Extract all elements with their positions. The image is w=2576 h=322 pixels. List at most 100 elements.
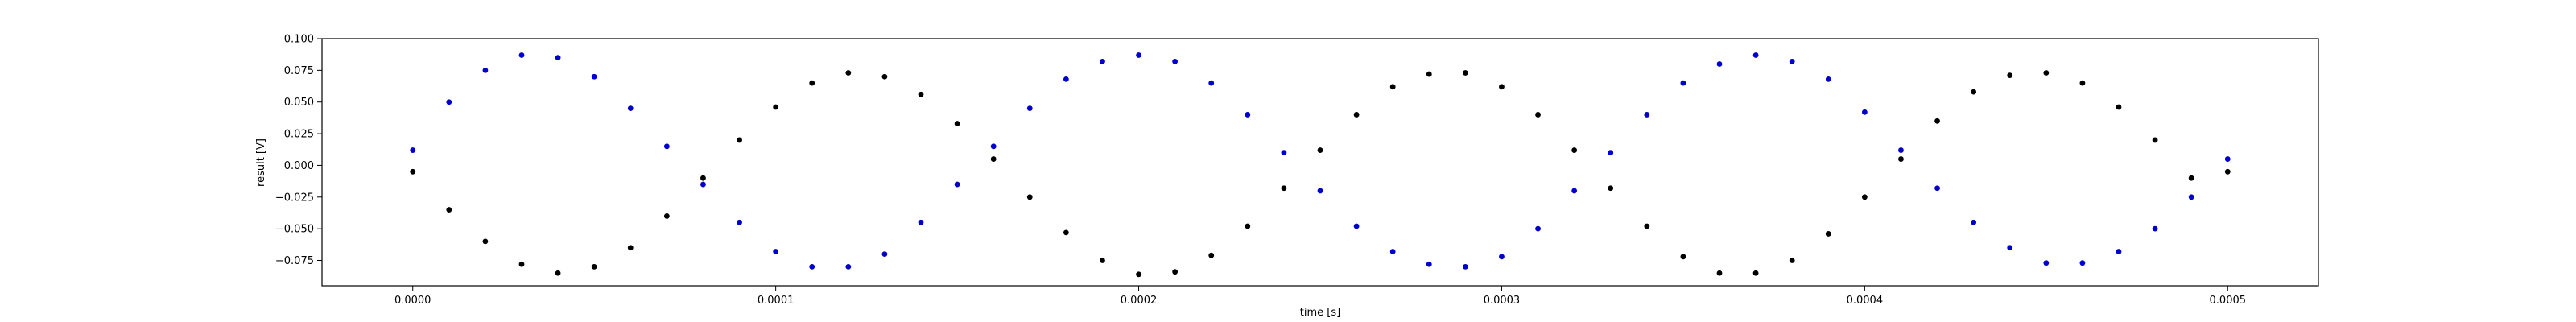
y-axis: −0.075 −0.050 −0.025 0.000 0.025 0.050 0.075 0.…: [275, 34, 322, 267]
data-point: [591, 263, 597, 270]
data-point: [1063, 76, 1069, 82]
x-axis-label: time [s]: [1300, 307, 1340, 319]
x-tick-label: 0.0003: [1484, 295, 1521, 307]
data-point: [1716, 270, 1723, 276]
data-point: [809, 80, 815, 86]
y-tick-label: 0.100: [284, 34, 314, 46]
data-point: [954, 121, 960, 126]
data-point: [555, 55, 561, 61]
data-point: [737, 219, 742, 225]
y-tick-label: −0.025: [275, 192, 314, 204]
data-point: [627, 105, 634, 111]
data-point: [1752, 52, 1759, 58]
data-point: [1317, 188, 1323, 194]
data-point: [1644, 112, 1650, 118]
data-point: [2007, 245, 2013, 251]
data-point: [1716, 61, 1723, 67]
data-point: [918, 219, 924, 225]
data-point: [1789, 258, 1795, 263]
data-point: [2152, 225, 2158, 232]
data-point: [1499, 84, 1505, 90]
data-point: [2079, 80, 2086, 86]
data-point: [1389, 84, 1396, 90]
data-point: [446, 99, 452, 105]
y-tick-label: −0.075: [275, 255, 314, 267]
data-point: [1898, 156, 1904, 162]
data-point: [1208, 252, 1215, 258]
data-point: [1026, 194, 1033, 200]
data-point: [1136, 52, 1141, 58]
y-tick-label: 0.025: [284, 129, 314, 141]
data-point: [773, 104, 779, 110]
y-tick-label: 0.050: [284, 97, 314, 109]
y-axis-label: result [V]: [255, 138, 267, 187]
x-tick-label: 0.0000: [394, 295, 431, 307]
data-point: [1571, 188, 1578, 194]
data-point: [1535, 225, 1541, 232]
data-point: [1462, 263, 1468, 270]
data-point: [2152, 137, 2158, 143]
data-point: [1172, 58, 1179, 64]
data-point: [1499, 254, 1505, 260]
data-point: [2224, 168, 2231, 175]
data-point: [663, 143, 670, 150]
data-point: [1934, 185, 1940, 192]
data-point: [2116, 104, 2122, 110]
data-point: [2116, 249, 2122, 254]
data-point: [2188, 194, 2194, 200]
x-tick-label: 0.0005: [2210, 295, 2247, 307]
data-point: [2079, 260, 2086, 266]
y-tick-label: −0.050: [275, 224, 314, 236]
data-point: [1426, 261, 1432, 267]
data-point: [1789, 58, 1795, 64]
data-point: [1353, 112, 1360, 118]
data-point: [1063, 229, 1069, 236]
data-point: [1825, 231, 1831, 237]
data-point: [737, 137, 742, 143]
data-point: [1136, 271, 1141, 278]
data-point: [2188, 175, 2194, 181]
data-point: [700, 181, 706, 188]
data-point: [1898, 147, 1904, 153]
data-point: [990, 156, 997, 162]
data-point: [1535, 112, 1541, 118]
data-point: [446, 207, 452, 213]
x-tick-label: 0.0001: [758, 295, 795, 307]
data-point: [845, 70, 852, 76]
y-tick-label: 0.075: [284, 65, 314, 77]
data-point: [1861, 109, 1868, 115]
data-point: [1026, 105, 1033, 111]
data-point: [700, 175, 706, 181]
data-point: [918, 91, 924, 97]
data-point: [1245, 223, 1251, 229]
x-tick-label: 0.0002: [1121, 295, 1158, 307]
data-point: [809, 263, 815, 270]
data-point: [518, 261, 525, 267]
data-point: [1971, 219, 1977, 225]
data-point: [2043, 70, 2050, 76]
data-point: [1245, 112, 1251, 118]
x-axis: 0.0000 0.0001 0.0002 0.0003 0.0004 0.0005: [394, 286, 2246, 307]
data-point: [518, 52, 525, 58]
data-point: [1571, 147, 1578, 153]
data-point: [1389, 249, 1396, 254]
data-point: [881, 251, 888, 258]
data-point: [1100, 58, 1105, 64]
data-point: [410, 147, 416, 153]
data-point: [663, 213, 670, 219]
y-tick-label: 0.000: [284, 160, 314, 172]
data-point: [990, 143, 997, 150]
data-point: [954, 181, 960, 188]
x-tick-label: 0.0004: [1847, 295, 1884, 307]
data-point: [1100, 258, 1105, 263]
data-point: [1281, 185, 1287, 192]
series-layer: [410, 52, 2231, 278]
plot-frame: [321, 38, 2319, 287]
data-point: [1861, 194, 1868, 200]
plot-area: [321, 38, 2319, 287]
data-point: [410, 168, 416, 175]
data-point: [1971, 89, 1977, 95]
data-point: [2007, 72, 2013, 79]
data-point: [1172, 269, 1179, 275]
